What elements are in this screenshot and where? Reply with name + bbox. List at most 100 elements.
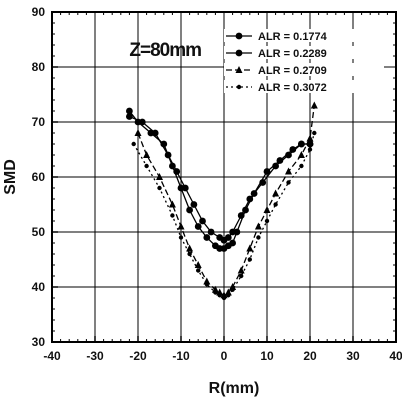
data-point	[204, 282, 209, 287]
z-annotation: Z=80mm	[129, 40, 201, 61]
data-point	[143, 151, 151, 158]
data-point	[256, 235, 261, 240]
data-point	[229, 239, 237, 247]
series	[131, 130, 317, 301]
data-point	[259, 179, 267, 186]
data-point	[213, 290, 218, 295]
data-point	[138, 118, 146, 126]
data-point	[226, 293, 231, 298]
data-point	[264, 218, 270, 224]
data-point	[217, 293, 222, 298]
x-axis-label: R(mm)	[209, 380, 260, 397]
legend-entry: ALR = 0.3072	[224, 80, 384, 94]
tick-label-x: 40	[389, 349, 402, 363]
data-point	[157, 185, 162, 191]
tick-marks	[51, 11, 397, 343]
tick-label-x: -40	[43, 349, 61, 363]
legend-bg	[224, 63, 384, 76]
data-point	[230, 287, 235, 292]
legend-label: ALR = 0.3072	[258, 82, 327, 94]
data-point	[254, 222, 262, 230]
data-point	[289, 146, 297, 153]
data-point	[221, 295, 227, 301]
legend-label: ALR = 0.2289	[258, 48, 327, 60]
data-point	[276, 157, 284, 164]
data-point	[237, 266, 245, 274]
legend-bg	[224, 46, 384, 59]
tick-label-y: 90	[32, 5, 46, 19]
data-point	[224, 288, 232, 296]
legend-entry: ALR = 0.2289	[224, 46, 384, 60]
tick-label-x: -30	[86, 349, 104, 363]
data-point	[235, 32, 243, 40]
tick-label-y: 80	[32, 60, 46, 74]
data-point	[224, 234, 232, 241]
data-point	[203, 277, 211, 285]
data-point	[298, 140, 305, 148]
data-point	[211, 285, 219, 293]
data-point	[170, 213, 175, 218]
data-point	[181, 184, 189, 192]
series	[134, 101, 318, 299]
legend-bg	[224, 80, 384, 93]
data-point	[247, 257, 252, 262]
data-point	[190, 201, 198, 208]
legend-bg	[224, 29, 384, 42]
data-point	[285, 167, 292, 175]
data-point	[125, 113, 133, 120]
data-point	[286, 180, 291, 185]
legend: ALR = 0.1774 ALR = 0.2289 ALR = 0.2709 ALR …	[224, 29, 384, 94]
tick-label-y: 30	[32, 335, 46, 349]
data-point	[246, 195, 254, 203]
data-point	[131, 141, 136, 147]
legend-entry: ALR = 0.2709	[224, 63, 384, 77]
legend-label: ALR = 0.1774	[258, 31, 328, 43]
tick-label-x: 30	[346, 349, 360, 363]
data-point	[310, 101, 318, 109]
tick-label-y: 60	[32, 170, 46, 184]
data-point	[178, 235, 184, 240]
tick-label-x: -20	[129, 349, 147, 363]
tick-label-y: 70	[32, 115, 46, 129]
legend-entry: ALR = 0.1774	[224, 29, 384, 43]
data-point	[199, 217, 206, 225]
data-point	[263, 206, 271, 213]
data-point	[229, 283, 237, 290]
data-point	[203, 234, 211, 241]
data-point	[306, 134, 314, 142]
tick-label-x: 10	[260, 349, 274, 363]
data-point	[196, 268, 201, 273]
series	[125, 113, 314, 244]
data-point	[156, 173, 163, 180]
data-point	[312, 130, 317, 136]
tick-label-x: -10	[172, 349, 190, 363]
data-point	[235, 49, 243, 57]
data-point	[216, 288, 224, 296]
data-point	[297, 151, 305, 158]
data-point	[307, 147, 313, 152]
y-axis-label: SMD	[2, 159, 19, 195]
tick-labels: 30 40 50 60 70 80 90 -40 -30 -20 -10 0 10 20 30 40	[32, 5, 402, 363]
data-point	[246, 244, 254, 252]
data-point	[229, 228, 237, 236]
series-line	[137, 105, 315, 297]
series-line	[133, 132, 315, 299]
data-point	[299, 163, 304, 169]
data-point	[164, 151, 172, 159]
data-point	[285, 151, 292, 159]
data-point	[272, 189, 280, 197]
tick-label-x: 20	[303, 349, 317, 363]
data-point	[168, 200, 176, 208]
data-point	[187, 251, 192, 257]
data-point	[173, 168, 181, 175]
data-point	[134, 129, 142, 136]
data-point	[220, 291, 228, 299]
data-point	[235, 66, 243, 73]
data-point	[273, 202, 278, 207]
series-layer	[125, 101, 318, 301]
data-point	[194, 223, 202, 230]
data-point	[186, 244, 194, 252]
data-point	[236, 84, 242, 90]
legend-label: ALR = 0.2709	[258, 65, 327, 77]
